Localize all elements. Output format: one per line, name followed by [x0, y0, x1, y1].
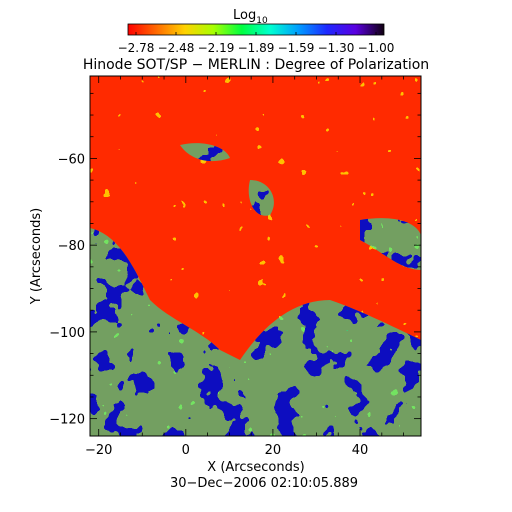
y-tick-label: −100	[49, 326, 85, 341]
map-title: Hinode SOT/SP − MERLIN : Degree of Polar…	[83, 57, 429, 73]
colorbar-label-base: Log	[233, 8, 256, 23]
colorbar-tick-label: −1.89	[238, 41, 275, 55]
colorbar: Log10 −2.78 −2.48 −2.19 −1.89 −1.59 −1.30 −1.0…	[118, 8, 395, 55]
colorbar-tick-label: −1.00	[358, 41, 395, 55]
colorbar-tick-label: −2.19	[198, 41, 235, 55]
x-tick-label: 20	[265, 443, 282, 458]
y-tick-label: −60	[58, 152, 85, 167]
y-axis: −60 −80 −100 −120	[49, 92, 421, 428]
colorbar-label: Log10	[233, 8, 268, 26]
colorbar-tick-label: −2.78	[118, 41, 155, 55]
colorbar-tick-label: −1.59	[278, 41, 315, 55]
colorbar-tick-label: −2.48	[158, 41, 195, 55]
y-tick-label: −120	[49, 413, 85, 428]
x-axis-label: X (Arcseconds)	[207, 460, 304, 475]
colorbar-tick-label: −1.30	[318, 41, 355, 55]
colorbar-ticks: −2.78 −2.48 −2.19 −1.89 −1.59 −1.30 −1.00	[118, 32, 395, 55]
y-tick-label: −80	[58, 239, 85, 254]
x-axis: −20 0 20 40	[85, 76, 404, 458]
y-axis-label: Y (Arcseconds)	[29, 208, 44, 305]
plot-frame	[89, 75, 422, 437]
timestamp: 30−Dec−2006 02:10:05.889	[170, 476, 358, 491]
x-tick-label: 0	[182, 443, 190, 458]
polarization-map	[90, 76, 421, 436]
colorbar-label-subscript: 10	[256, 16, 268, 26]
x-tick-label: −20	[85, 443, 112, 458]
x-tick-label: 40	[352, 443, 369, 458]
